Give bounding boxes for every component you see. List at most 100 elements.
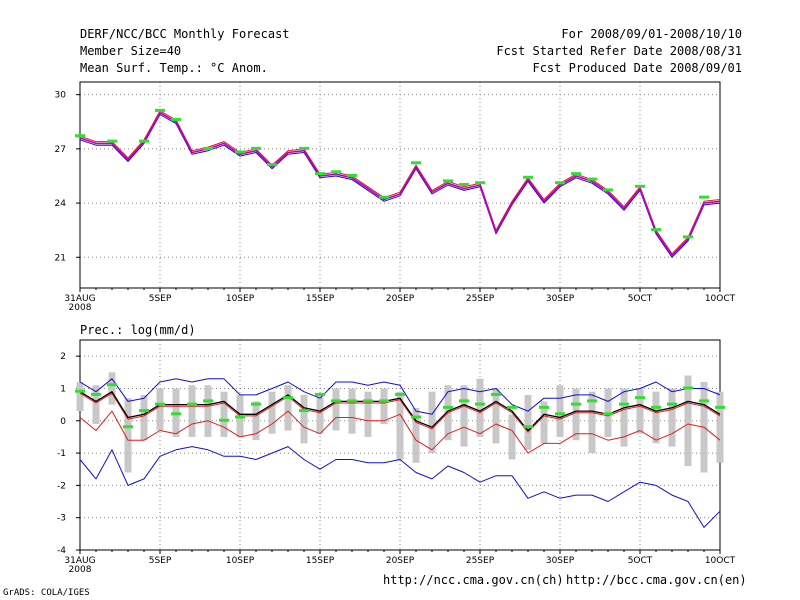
prec-spread-bar [156, 388, 164, 431]
prec-spread-bar [204, 385, 212, 437]
prec-observed-mark [283, 396, 293, 400]
temp-lower-line [79, 114, 721, 258]
temp-observed-mark [315, 172, 325, 176]
prec-observed-mark [347, 399, 357, 403]
prec-spread-bar [188, 385, 196, 437]
temp-y-tick-label: 24 [55, 199, 67, 209]
prec-observed-mark [187, 402, 197, 406]
temp-observed-mark [443, 179, 453, 183]
prec-spread-bar [268, 391, 276, 434]
temp-observed-mark [235, 150, 245, 154]
temp-x-year-label: 2008 [69, 303, 92, 313]
prec-spread-bar [412, 407, 420, 463]
prec-spread-bar [540, 401, 548, 444]
prec-observed-mark [651, 405, 661, 409]
prec-spread-bar [140, 394, 148, 441]
temp-observed-mark [523, 175, 533, 179]
temp-frame [79, 81, 721, 289]
prec-observed-mark [139, 409, 149, 413]
prec-spread-bar [220, 391, 228, 437]
temp-observed-mark [107, 139, 117, 143]
temp-observed-mark [635, 184, 645, 188]
prec-spread-bar [652, 391, 660, 444]
footer-ncc-url[interactable]: http://ncc.cma.gov.cn(ch) [383, 573, 564, 587]
temp-observed-mark [347, 173, 357, 177]
prec-spread-bar [364, 391, 372, 437]
temp-observed-mark [139, 139, 149, 143]
prec-spread-bar [124, 398, 132, 473]
prec-spread-bar [556, 385, 564, 437]
prec-observed-mark [331, 399, 341, 403]
prec-observed-mark [443, 405, 453, 409]
prec-spread-bar [380, 388, 388, 424]
prec-observed-mark [475, 402, 485, 406]
prec-spread-bar [460, 385, 468, 447]
prec-observed-mark [715, 405, 725, 409]
prec-observed-mark [171, 412, 181, 416]
variable-label: Mean Surf. Temp.: °C Anom. [80, 61, 268, 75]
prec-red-line [79, 410, 721, 454]
prec-spread-bar [716, 391, 724, 463]
temp-observed-mark [555, 181, 565, 185]
prec-observed-mark [299, 409, 309, 413]
temp-observed-mark [683, 235, 693, 239]
prec-x-tick-label: 10OCT [705, 556, 736, 566]
prec-spread-bar [332, 388, 340, 431]
temp-x-tick-label: 10OCT [705, 294, 736, 304]
prec-observed-mark [571, 402, 581, 406]
prec-observed-mark [155, 402, 165, 406]
prec-observed-mark [315, 392, 325, 396]
prec-x-tick-label: 5SEP [149, 556, 172, 566]
prec-observed-mark [603, 412, 613, 416]
prec-spread-bar [348, 388, 356, 434]
prec-observed-mark [235, 415, 245, 419]
prec-spread-bar [396, 391, 404, 460]
temp-x-tick-label: 31AUG [64, 294, 95, 304]
prec-spread-bar [620, 388, 628, 447]
forecast-produced-date: Fcst Produced Date 2008/09/01 [532, 61, 742, 75]
temp-y-tick-label: 21 [55, 253, 66, 263]
temp-x-tick-label: 5SEP [149, 294, 172, 304]
prec-x-tick-label: 5OCT [628, 556, 653, 566]
prec-observed-mark [619, 402, 629, 406]
temp-mean-line [79, 111, 721, 257]
prec-x-year-label: 2008 [69, 565, 92, 575]
prec-x-tick-label: 30SEP [546, 556, 575, 566]
prec-y-tick-label: -4 [57, 546, 66, 556]
prec-y-tick-label: -2 [57, 481, 66, 491]
prec-spread-bar [684, 375, 692, 466]
prec-observed-mark [491, 392, 501, 396]
temp-y-tick-label: 30 [55, 91, 67, 101]
temp-observed-mark [411, 161, 421, 165]
prec-mean-line [79, 391, 721, 432]
prec-observed-mark [667, 402, 677, 406]
footer-bcc-url[interactable]: http://bcc.cma.gov.cn(en) [566, 573, 747, 587]
prec-observed-mark [507, 405, 517, 409]
precipitation-chart: 31AUG 5SEP 10SEP 15SEP 20SEP 25SEP 30SEP 5OCT 10… [57, 339, 736, 575]
temp-x-tick-label: 10SEP [226, 294, 255, 304]
prec-observed-mark [75, 389, 85, 393]
forecast-started-date: Fcst Started Refer Date 2008/08/31 [496, 44, 742, 58]
prec-x-tick-label: 25SEP [466, 556, 495, 566]
prec-observed-mark [251, 402, 261, 406]
temp-x-tick-label: 5OCT [628, 294, 653, 304]
prec-spread-bar [476, 378, 484, 437]
prec-observed-mark [459, 399, 469, 403]
prec-spread-bar [508, 414, 516, 460]
prec-observed-mark [635, 396, 645, 400]
forecast-period: For 2008/09/01-2008/10/10 [561, 27, 742, 41]
temp-observed-mark [651, 228, 661, 232]
prec-observed-mark [683, 386, 693, 390]
prec-x-tick-label: 31AUG [64, 556, 95, 566]
temp-upper-line [79, 110, 721, 255]
temp-observed-mark [699, 195, 709, 199]
prec-upper-line [79, 378, 721, 415]
prec-spread-bar [588, 391, 596, 454]
temp-x-tick-label: 25SEP [466, 294, 495, 304]
prec-observed-mark [523, 425, 533, 429]
prec-spread-bar [300, 394, 308, 444]
prec-y-tick-label: 1 [60, 384, 66, 394]
prec-observed-mark [699, 399, 709, 403]
temp-observed-mark [571, 172, 581, 176]
